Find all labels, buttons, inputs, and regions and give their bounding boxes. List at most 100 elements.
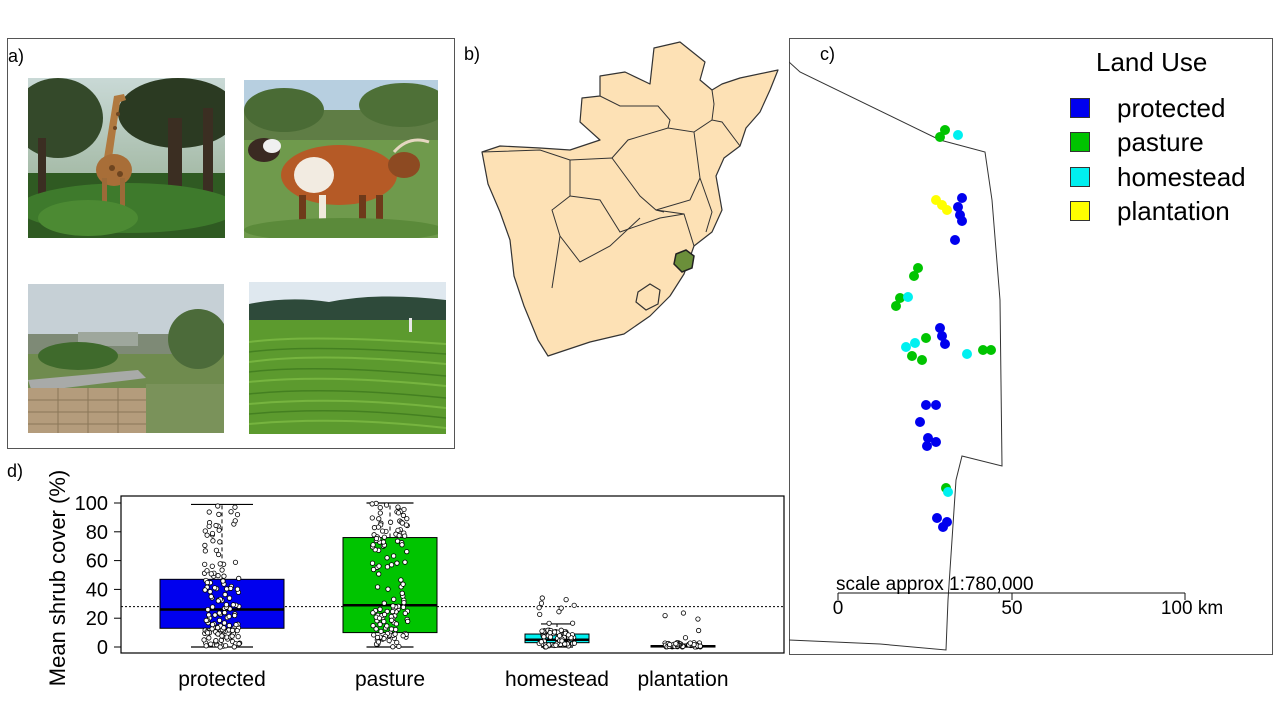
data-point-pasture: [392, 631, 398, 637]
site-point-homestead: [901, 342, 911, 352]
data-point-plantation: [682, 635, 689, 641]
data-point-pasture: [370, 542, 376, 548]
data-point-homestead: [537, 611, 543, 618]
data-point-protected: [230, 602, 236, 608]
data-point-homestead: [539, 595, 545, 601]
data-point-pasture: [388, 562, 395, 568]
site-point-pasture: [986, 345, 996, 355]
data-point-protected: [215, 625, 221, 631]
data-point-protected: [232, 504, 238, 510]
site-point-protected: [915, 417, 925, 427]
data-point-pasture: [393, 621, 399, 627]
data-point-pasture: [371, 632, 377, 638]
data-point-homestead: [557, 633, 563, 639]
data-point-plantation: [696, 627, 702, 634]
data-point-pasture: [373, 535, 380, 542]
data-point-pasture: [399, 520, 405, 526]
data-point-protected: [213, 522, 219, 529]
site-point-protected: [953, 202, 963, 212]
data-point-pasture: [394, 538, 401, 544]
site-point-pasture: [907, 351, 917, 361]
data-point-pasture: [376, 516, 382, 522]
data-point-protected: [221, 620, 228, 626]
data-point-pasture: [395, 527, 401, 533]
homestead-photo: [28, 284, 224, 433]
data-point-pasture: [400, 512, 406, 518]
x-tick-label-pasture: pasture: [355, 668, 425, 691]
data-point-protected: [221, 573, 227, 579]
data-point-protected: [220, 578, 226, 584]
data-point-protected: [215, 573, 221, 579]
data-point-pasture: [394, 639, 400, 646]
scale-text: scale approx 1:780,000: [836, 574, 1034, 595]
data-point-pasture: [402, 610, 408, 616]
data-point-protected: [215, 598, 221, 604]
data-point-protected: [234, 586, 241, 592]
data-point-homestead: [553, 642, 559, 648]
site-point-pasture: [909, 271, 919, 281]
data-point-pasture: [384, 555, 390, 561]
legend-item-homestead: homestead: [1070, 162, 1246, 192]
data-point-homestead: [539, 628, 545, 634]
data-point-pasture: [378, 628, 384, 635]
giraffe-photo: [28, 78, 225, 238]
data-point-pasture: [369, 560, 376, 566]
data-point-protected: [228, 509, 234, 515]
data-point-homestead: [571, 640, 578, 646]
site-point-protected: [931, 400, 941, 410]
site-point-homestead: [962, 349, 972, 359]
data-point-pasture: [390, 644, 396, 650]
site-point-pasture: [913, 263, 923, 273]
data-point-pasture: [400, 633, 406, 639]
data-point-protected: [202, 587, 208, 593]
data-point-pasture: [384, 623, 390, 629]
data-point-protected: [236, 641, 242, 647]
data-point-protected: [204, 532, 210, 538]
data-point-pasture: [377, 505, 383, 511]
data-point-pasture: [373, 626, 379, 632]
data-point-homestead: [547, 630, 553, 636]
data-point-pasture: [383, 502, 390, 508]
site-point-pasture: [940, 125, 950, 135]
data-point-homestead: [536, 605, 542, 611]
site-point-pasture: [935, 132, 945, 142]
site-point-pasture: [921, 333, 931, 343]
panel-b-label: b): [464, 44, 481, 64]
x-tick-label-homestead: homestead: [505, 668, 609, 691]
site-map: scale approx 1:780,000 0 50 100 km: [789, 61, 1223, 651]
data-point-protected: [204, 579, 210, 586]
data-point-protected: [231, 644, 237, 650]
data-point-protected: [212, 612, 218, 618]
data-point-protected: [208, 593, 214, 600]
cattle-photo: [244, 80, 438, 238]
site-point-homestead: [903, 292, 913, 302]
site-point-protected: [931, 437, 941, 447]
data-point-protected: [236, 575, 242, 581]
data-point-protected: [206, 612, 212, 618]
data-point-protected: [213, 547, 219, 553]
legend-label-protected: protected: [1117, 92, 1226, 123]
data-point-protected: [207, 589, 213, 595]
y-tick-label: 80: [86, 522, 108, 544]
data-point-protected: [219, 633, 225, 639]
site-point-plantation: [942, 205, 952, 215]
legend-swatch-pasture: [1070, 132, 1090, 152]
data-point-protected: [222, 610, 228, 616]
data-point-pasture: [388, 626, 395, 632]
southern-africa-landmass: [481, 41, 779, 357]
data-point-pasture: [374, 634, 381, 641]
legend-swatch-plantation: [1070, 201, 1090, 221]
data-point-plantation: [662, 613, 668, 619]
data-point-protected: [219, 567, 225, 573]
site-point-protected: [922, 441, 932, 451]
y-tick-label: 40: [86, 579, 108, 601]
site-point-homestead: [943, 487, 953, 497]
data-point-protected: [229, 627, 236, 634]
data-point-pasture: [385, 586, 391, 592]
data-point-pasture: [391, 553, 397, 559]
data-point-pasture: [371, 525, 378, 531]
data-point-protected: [208, 641, 214, 647]
data-point-homestead: [543, 644, 549, 650]
data-point-plantation: [680, 610, 687, 616]
data-point-protected: [209, 530, 216, 537]
